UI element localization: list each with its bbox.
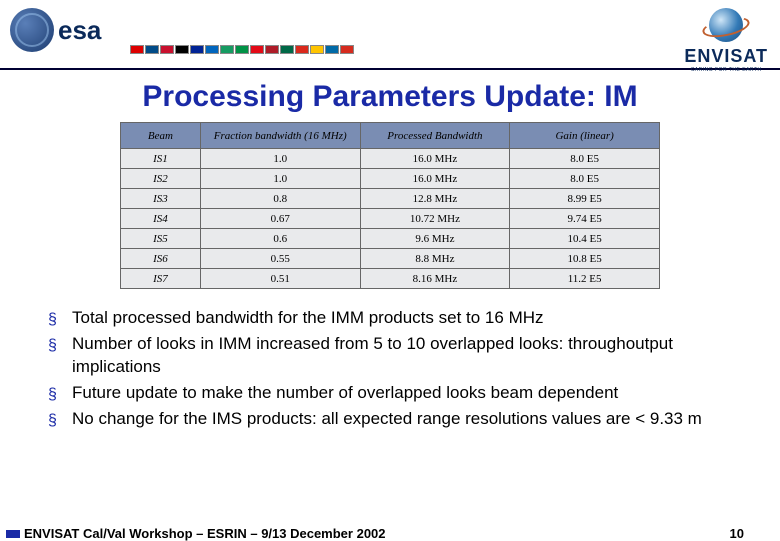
table-cell: 0.51: [200, 269, 360, 289]
envisat-logo: ENVISAT CARING FOR THE EARTH: [684, 6, 768, 73]
table-cell: 8.8 MHz: [360, 249, 510, 269]
envisat-tagline: CARING FOR THE EARTH: [684, 67, 768, 73]
bullet-item: Number of looks in IMM increased from 5 …: [72, 333, 732, 379]
table-cell: 8.99 E5: [510, 189, 660, 209]
table-cell: 10.72 MHz: [360, 209, 510, 229]
table-cell: 8.0 E5: [510, 149, 660, 169]
flag-icon: [205, 45, 219, 54]
table-cell: 9.74 E5: [510, 209, 660, 229]
table-row: IS50.69.6 MHz10.4 E5: [121, 229, 660, 249]
flag-icon: [310, 45, 324, 54]
table-row: IS60.558.8 MHz10.8 E5: [121, 249, 660, 269]
table-header-row: BeamFraction bandwidth (16 MHz)Processed…: [121, 123, 660, 149]
flag-icon: [220, 45, 234, 54]
flag-icon: [325, 45, 339, 54]
table-cell: 16.0 MHz: [360, 149, 510, 169]
esa-logo: esa: [10, 8, 101, 52]
header-bar: esa ENVISAT CARING FOR THE EARTH: [0, 0, 780, 70]
flag-icon: [280, 45, 294, 54]
flag-icon: [175, 45, 189, 54]
flag-strip: [130, 45, 354, 54]
slide-title: Processing Parameters Update: IM: [0, 80, 780, 114]
bullet-item: Future update to make the number of over…: [72, 382, 732, 405]
flag-icon: [160, 45, 174, 54]
flag-icon: [295, 45, 309, 54]
flag-icon: [235, 45, 249, 54]
table-header-cell: Beam: [121, 123, 201, 149]
envisat-text: ENVISAT: [684, 46, 768, 67]
table-cell: 1.0: [200, 149, 360, 169]
table-container: BeamFraction bandwidth (16 MHz)Processed…: [0, 122, 780, 289]
table-row: IS40.6710.72 MHz9.74 E5: [121, 209, 660, 229]
table-cell: 0.6: [200, 229, 360, 249]
bullet-item: Total processed bandwidth for the IMM pr…: [72, 307, 732, 330]
table-row: IS21.016.0 MHz8.0 E5: [121, 169, 660, 189]
table-cell: 10.4 E5: [510, 229, 660, 249]
footer-page: 10: [730, 526, 744, 541]
table-cell: 12.8 MHz: [360, 189, 510, 209]
table-cell: 11.2 E5: [510, 269, 660, 289]
parameters-table: BeamFraction bandwidth (16 MHz)Processed…: [120, 122, 660, 289]
envisat-globe-icon: [702, 6, 750, 46]
bullet-list: Total processed bandwidth for the IMM pr…: [72, 307, 732, 431]
table-header-cell: Gain (linear): [510, 123, 660, 149]
esa-globe-icon: [10, 8, 54, 52]
flag-icon: [340, 45, 354, 54]
table-cell: IS4: [121, 209, 201, 229]
table-cell: IS1: [121, 149, 201, 169]
table-cell: IS6: [121, 249, 201, 269]
table-cell: IS2: [121, 169, 201, 189]
table-cell: 16.0 MHz: [360, 169, 510, 189]
flag-icon: [250, 45, 264, 54]
table-cell: IS7: [121, 269, 201, 289]
footer-text: ENVISAT Cal/Val Workshop – ESRIN – 9/13 …: [24, 526, 386, 541]
table-cell: 10.8 E5: [510, 249, 660, 269]
table-cell: 0.55: [200, 249, 360, 269]
flag-icon: [190, 45, 204, 54]
table-cell: 0.8: [200, 189, 360, 209]
flag-icon: [265, 45, 279, 54]
table-cell: 1.0: [200, 169, 360, 189]
table-body: IS11.016.0 MHz8.0 E5IS21.016.0 MHz8.0 E5…: [121, 149, 660, 289]
table-cell: 8.16 MHz: [360, 269, 510, 289]
flag-icon: [145, 45, 159, 54]
table-cell: IS5: [121, 229, 201, 249]
table-cell: 9.6 MHz: [360, 229, 510, 249]
bullet-item: No change for the IMS products: all expe…: [72, 408, 732, 431]
table-row: IS70.518.16 MHz11.2 E5: [121, 269, 660, 289]
table-cell: IS3: [121, 189, 201, 209]
table-header-cell: Processed Bandwidth: [360, 123, 510, 149]
table-row: IS30.812.8 MHz8.99 E5: [121, 189, 660, 209]
flag-icon: [130, 45, 144, 54]
table-cell: 0.67: [200, 209, 360, 229]
table-cell: 8.0 E5: [510, 169, 660, 189]
footer-accent-icon: [6, 530, 20, 538]
table-header-cell: Fraction bandwidth (16 MHz): [200, 123, 360, 149]
esa-text: esa: [58, 15, 101, 46]
table-row: IS11.016.0 MHz8.0 E5: [121, 149, 660, 169]
